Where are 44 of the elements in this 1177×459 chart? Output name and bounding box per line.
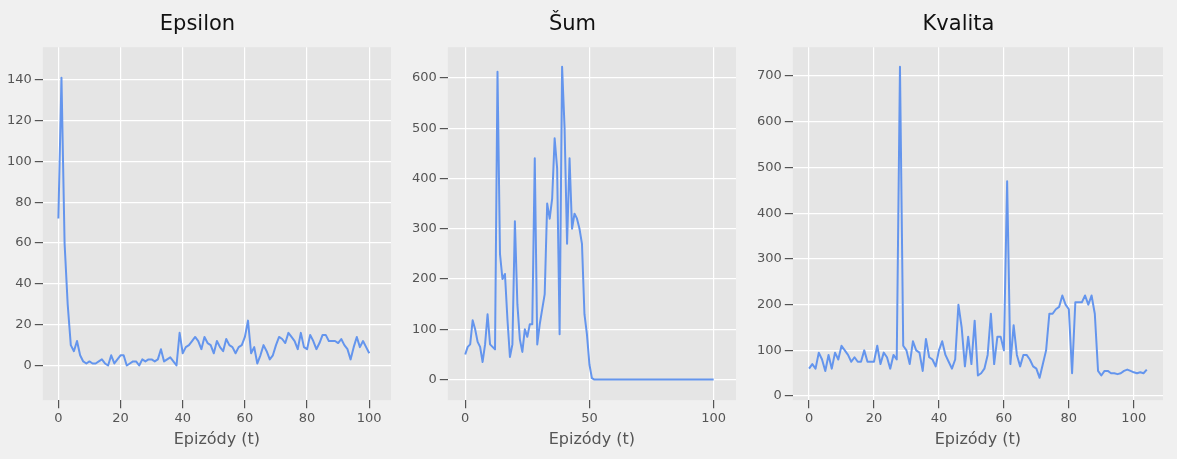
x-tick-label: 80 bbox=[298, 410, 316, 426]
y-tick-label: 100 bbox=[411, 320, 437, 336]
x-tick-label: 100 bbox=[701, 410, 727, 426]
y-tick-label: 20 bbox=[15, 316, 32, 332]
y-tick-label: 40 bbox=[15, 275, 32, 291]
x-tick-label: 40 bbox=[930, 410, 948, 426]
y-tick-label: 700 bbox=[756, 67, 782, 83]
x-tick-label: 60 bbox=[995, 410, 1013, 426]
y-tick-label: 120 bbox=[6, 112, 32, 128]
x-tick-label: 40 bbox=[174, 410, 191, 426]
y-tick-label: 0 bbox=[773, 387, 782, 403]
x-tick-label: 100 bbox=[356, 410, 382, 426]
y-tick-label: 0 bbox=[428, 370, 437, 386]
y-tick-label: 600 bbox=[411, 69, 437, 85]
y-tick-label: 400 bbox=[756, 204, 782, 220]
y-tick-label: 80 bbox=[15, 193, 32, 209]
x-tick-label: 50 bbox=[581, 410, 598, 426]
y-tick-label: 600 bbox=[756, 113, 782, 129]
x-axis-title: Epizódy (t) bbox=[173, 428, 261, 448]
chart-title: Kvalita bbox=[922, 11, 995, 36]
y-tick-label: 60 bbox=[15, 234, 32, 250]
x-tick-label: 0 bbox=[804, 410, 814, 426]
y-tick-label: 300 bbox=[756, 250, 782, 266]
chart-title: Šum bbox=[548, 10, 597, 36]
y-tick-label: 140 bbox=[6, 71, 32, 87]
y-tick-label: 500 bbox=[756, 158, 782, 174]
y-tick-label: 500 bbox=[411, 119, 437, 135]
x-tick-label: 0 bbox=[54, 410, 63, 426]
x-tick-label: 20 bbox=[112, 410, 129, 426]
x-tick-label: 60 bbox=[236, 410, 254, 426]
y-tick-label: 100 bbox=[756, 341, 782, 357]
x-axis-title: Epizódy (t) bbox=[934, 428, 1022, 448]
x-axis-title: Epizódy (t) bbox=[548, 428, 636, 448]
y-tick-label: 100 bbox=[6, 152, 32, 168]
y-tick-label: 200 bbox=[756, 296, 782, 312]
y-tick-label: 400 bbox=[411, 169, 437, 185]
x-tick-label: 20 bbox=[865, 410, 883, 426]
y-tick-label: 200 bbox=[411, 270, 437, 286]
y-tick-label: 0 bbox=[23, 356, 32, 372]
x-tick-label: 100 bbox=[1121, 410, 1147, 426]
chart-title: Epsilon bbox=[159, 11, 236, 36]
y-tick-label: 300 bbox=[411, 220, 437, 236]
x-tick-label: 80 bbox=[1060, 410, 1078, 426]
x-tick-label: 0 bbox=[461, 410, 470, 426]
